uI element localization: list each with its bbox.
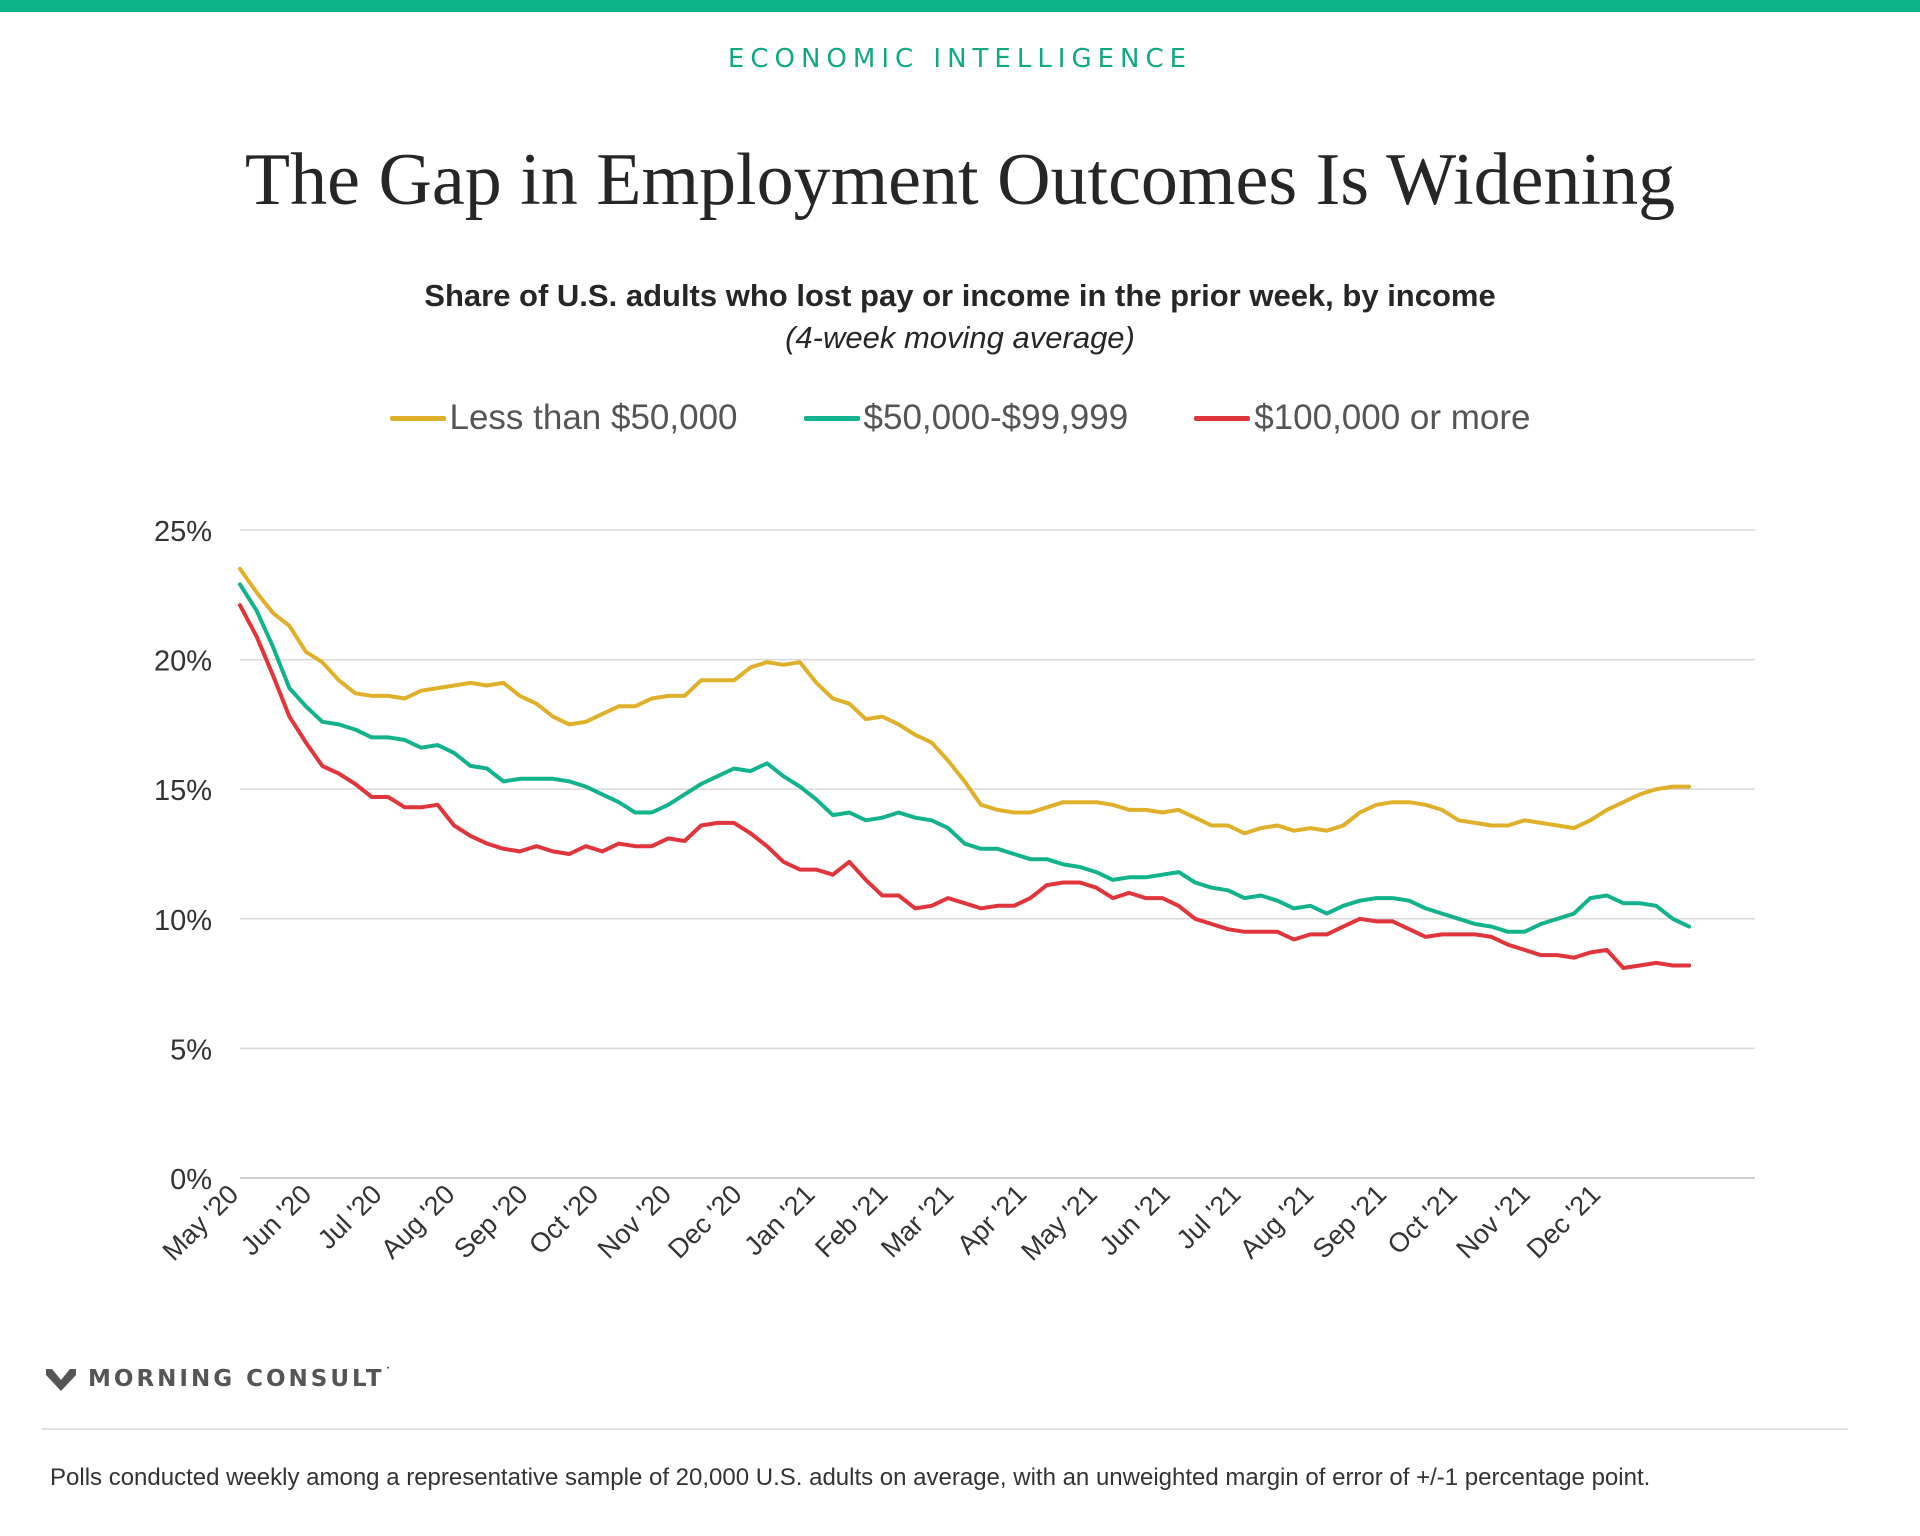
y-tick-label: 20% xyxy=(154,646,212,678)
x-tick-label: Feb '21 xyxy=(809,1179,893,1263)
x-tick-label: Oct '20 xyxy=(523,1179,604,1260)
x-tick-label: Jun '20 xyxy=(235,1179,317,1261)
chart-legend: Less than $50,000 $50,000-$99,999 $100,0… xyxy=(0,398,1920,438)
x-tick-label: Aug '21 xyxy=(1234,1179,1319,1264)
section-eyebrow: ECONOMIC INTELLIGENCE xyxy=(727,44,1193,74)
x-tick-label: Sep '21 xyxy=(1307,1179,1392,1264)
x-tick-label: Oct '21 xyxy=(1382,1179,1463,1260)
top-accent-bar xyxy=(0,0,1920,12)
x-tick-label: May '21 xyxy=(1015,1179,1102,1266)
x-tick-label: Dec '20 xyxy=(662,1179,747,1264)
chart-subtitle-note: (4-week moving average) xyxy=(785,320,1135,355)
legend-item-mid-income: $50,000-$99,999 xyxy=(803,398,1129,438)
y-tick-label: 0% xyxy=(170,1164,212,1196)
legend-swatch-high-income xyxy=(1194,415,1251,421)
morning-consult-logo-icon xyxy=(46,1369,76,1391)
x-tick-label: Dec '21 xyxy=(1521,1179,1606,1264)
legend-label-high-income: $100,000 or more xyxy=(1254,398,1531,437)
footer-divider xyxy=(42,1428,1848,1430)
series-line-high-income xyxy=(238,603,1692,970)
legend-swatch-mid-income xyxy=(803,415,860,421)
x-tick-label: Jun '21 xyxy=(1094,1179,1176,1261)
series-line-low-income xyxy=(238,566,1692,836)
page-title: The Gap in Employment Outcomes Is Wideni… xyxy=(244,139,1676,221)
brand-mark: ˙ xyxy=(384,1366,392,1382)
y-tick-label: 5% xyxy=(170,1034,212,1066)
y-tick-label: 25% xyxy=(154,516,212,548)
legend-item-low-income: Less than $50,000 xyxy=(389,398,738,438)
chart-subtitle: Share of U.S. adults who lost pay or inc… xyxy=(424,278,1496,313)
brand-name: MORNING CONSULT xyxy=(88,1366,385,1392)
x-tick-label: Nov '20 xyxy=(592,1179,677,1264)
legend-label-low-income: Less than $50,000 xyxy=(449,398,738,437)
legend-swatch-low-income xyxy=(389,415,446,421)
x-tick-label: Mar '21 xyxy=(875,1179,959,1263)
x-tick-label: Jan '21 xyxy=(738,1179,820,1261)
x-tick-label: Nov '21 xyxy=(1450,1179,1535,1264)
y-tick-label: 10% xyxy=(154,905,212,937)
series-line-mid-income xyxy=(238,582,1692,934)
y-tick-label: 15% xyxy=(154,775,212,807)
legend-item-high-income: $100,000 or more xyxy=(1194,398,1531,438)
x-tick-label: Sep '20 xyxy=(448,1179,533,1264)
brand-logo: MORNING CONSULT ˙ xyxy=(46,1366,392,1392)
legend-label-mid-income: $50,000-$99,999 xyxy=(863,398,1129,437)
x-tick-label: Aug '20 xyxy=(375,1179,460,1264)
footnote: Polls conducted weekly among a represent… xyxy=(50,1464,1651,1491)
